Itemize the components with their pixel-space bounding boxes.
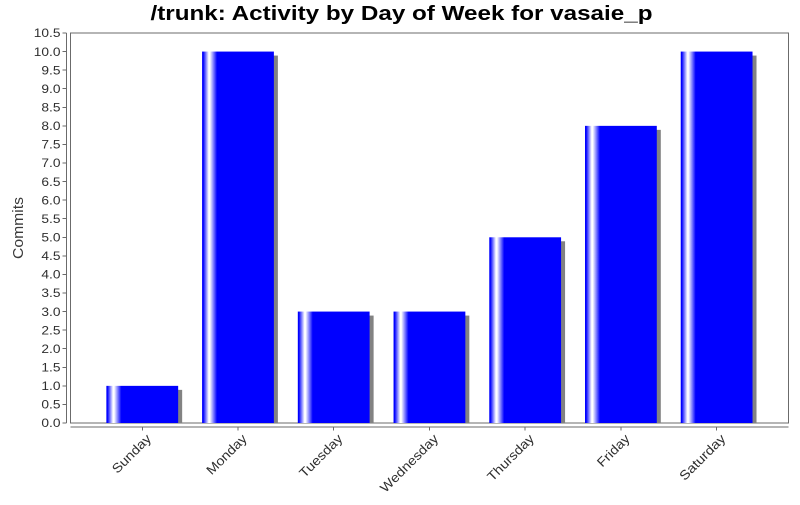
svg-text:10.5: 10.5 xyxy=(34,26,61,40)
svg-text:2.5: 2.5 xyxy=(41,323,60,337)
svg-text:/trunk: Activity by Day of Wee: /trunk: Activity by Day of Week for vasa… xyxy=(151,3,653,25)
svg-text:10.0: 10.0 xyxy=(34,45,61,59)
svg-text:0.5: 0.5 xyxy=(41,398,60,412)
svg-text:0.0: 0.0 xyxy=(41,416,60,430)
svg-text:4.5: 4.5 xyxy=(41,249,60,263)
svg-text:5.0: 5.0 xyxy=(41,230,60,244)
svg-text:1.5: 1.5 xyxy=(41,360,60,374)
svg-text:5.5: 5.5 xyxy=(41,212,60,226)
svg-text:1.0: 1.0 xyxy=(41,379,60,393)
svg-text:3.0: 3.0 xyxy=(41,305,60,319)
svg-text:8.0: 8.0 xyxy=(41,119,60,133)
svg-text:6.5: 6.5 xyxy=(41,175,60,189)
svg-text:9.5: 9.5 xyxy=(41,63,60,77)
svg-text:7.5: 7.5 xyxy=(41,138,60,152)
svg-text:7.0: 7.0 xyxy=(41,156,60,170)
svg-text:2.0: 2.0 xyxy=(41,342,60,356)
svg-text:3.5: 3.5 xyxy=(41,286,60,300)
svg-text:9.0: 9.0 xyxy=(41,82,60,96)
svg-text:6.0: 6.0 xyxy=(41,193,60,207)
svg-text:8.5: 8.5 xyxy=(41,100,60,114)
svg-text:Commits: Commits xyxy=(10,197,27,259)
svg-text:4.0: 4.0 xyxy=(41,268,60,282)
